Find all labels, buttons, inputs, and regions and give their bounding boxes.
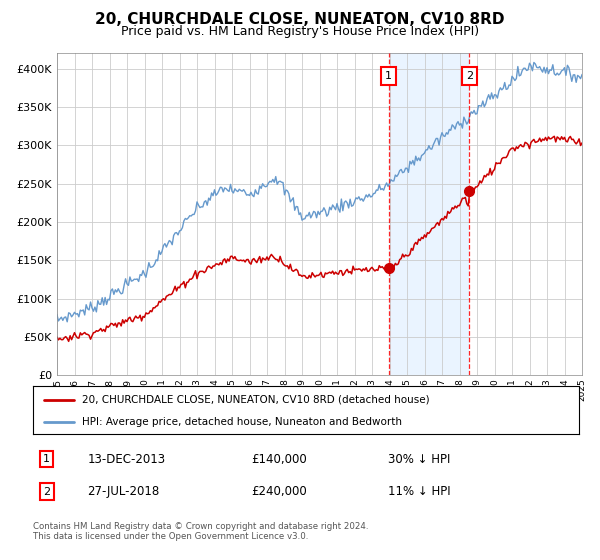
Text: 1: 1: [385, 71, 392, 81]
Text: 20, CHURCHDALE CLOSE, NUNEATON, CV10 8RD: 20, CHURCHDALE CLOSE, NUNEATON, CV10 8RD: [95, 12, 505, 27]
Text: 30% ↓ HPI: 30% ↓ HPI: [388, 452, 450, 465]
Text: 27-JUL-2018: 27-JUL-2018: [88, 485, 160, 498]
Text: £240,000: £240,000: [251, 485, 307, 498]
Text: 2: 2: [43, 487, 50, 497]
Text: £140,000: £140,000: [251, 452, 307, 465]
Text: 1: 1: [43, 454, 50, 464]
Text: HPI: Average price, detached house, Nuneaton and Bedworth: HPI: Average price, detached house, Nune…: [82, 417, 402, 427]
Text: 2: 2: [466, 71, 473, 81]
Text: 20, CHURCHDALE CLOSE, NUNEATON, CV10 8RD (detached house): 20, CHURCHDALE CLOSE, NUNEATON, CV10 8RD…: [82, 395, 430, 405]
Text: 13-DEC-2013: 13-DEC-2013: [88, 452, 166, 465]
Text: Price paid vs. HM Land Registry's House Price Index (HPI): Price paid vs. HM Land Registry's House …: [121, 25, 479, 38]
Bar: [389, 53, 469, 375]
Text: 11% ↓ HPI: 11% ↓ HPI: [388, 485, 451, 498]
Text: Contains HM Land Registry data © Crown copyright and database right 2024.
This d: Contains HM Land Registry data © Crown c…: [33, 522, 368, 542]
